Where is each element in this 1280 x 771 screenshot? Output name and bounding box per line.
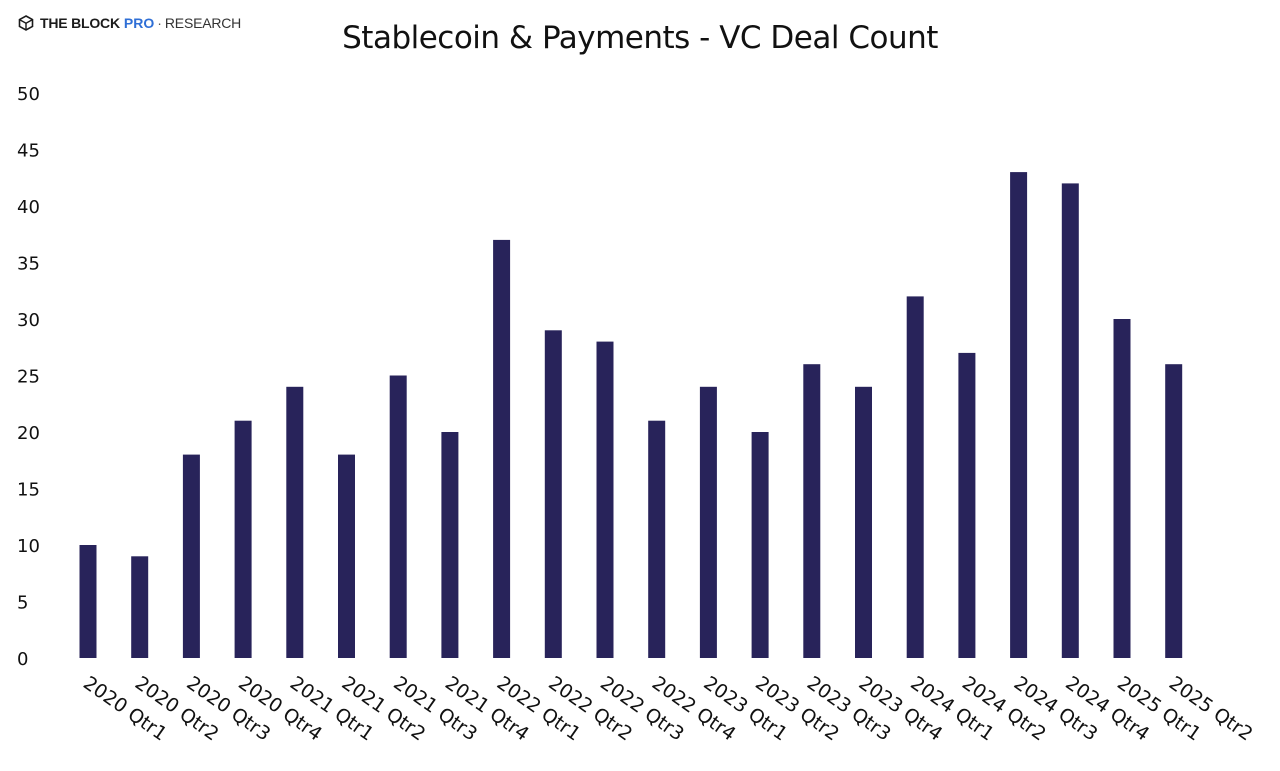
bar — [389, 375, 407, 658]
bar — [234, 420, 252, 658]
bar — [596, 341, 614, 658]
brand-pro: PRO — [123, 15, 155, 31]
y-tick-label: 30 — [17, 310, 40, 331]
bar — [338, 454, 355, 658]
bar — [441, 432, 459, 658]
y-tick-label: 20 — [17, 423, 40, 444]
brand-separator: · — [157, 15, 162, 31]
brand-research: RESEARCH — [164, 15, 242, 31]
y-tick-label: 40 — [17, 197, 40, 218]
y-tick-label: 10 — [17, 536, 40, 557]
the-block-cube-icon — [18, 15, 34, 31]
bar — [286, 386, 304, 658]
bar — [699, 386, 717, 658]
bars — [79, 172, 1183, 658]
y-tick-label: 15 — [17, 480, 40, 501]
chart-title: Stablecoin & Payments - VC Deal Count — [342, 20, 938, 56]
y-tick-label: 0 — [17, 649, 28, 670]
bar — [182, 454, 200, 658]
y-tick-label: 50 — [17, 84, 40, 105]
y-tick-label: 45 — [17, 141, 40, 162]
y-tick-label: 25 — [17, 367, 40, 388]
bar — [544, 330, 562, 658]
brand-logo: THE BLOCK PRO · RESEARCH — [18, 13, 241, 33]
bar — [648, 420, 666, 658]
bar — [1061, 183, 1079, 658]
bar — [958, 352, 976, 658]
bar — [855, 386, 872, 658]
bar — [1113, 319, 1131, 658]
y-axis: 0 5 10 15 20 25 30 35 40 45 50 — [17, 84, 40, 670]
brand-name: THE BLOCK — [40, 15, 120, 31]
bar — [751, 432, 769, 658]
bar — [493, 239, 511, 658]
bar — [803, 364, 821, 658]
y-tick-label: 35 — [17, 254, 40, 275]
bar — [1165, 364, 1183, 658]
bar — [906, 296, 924, 658]
y-tick-label: 5 — [17, 593, 28, 614]
bar — [79, 545, 97, 658]
bar — [1010, 172, 1028, 658]
bar — [131, 556, 149, 658]
